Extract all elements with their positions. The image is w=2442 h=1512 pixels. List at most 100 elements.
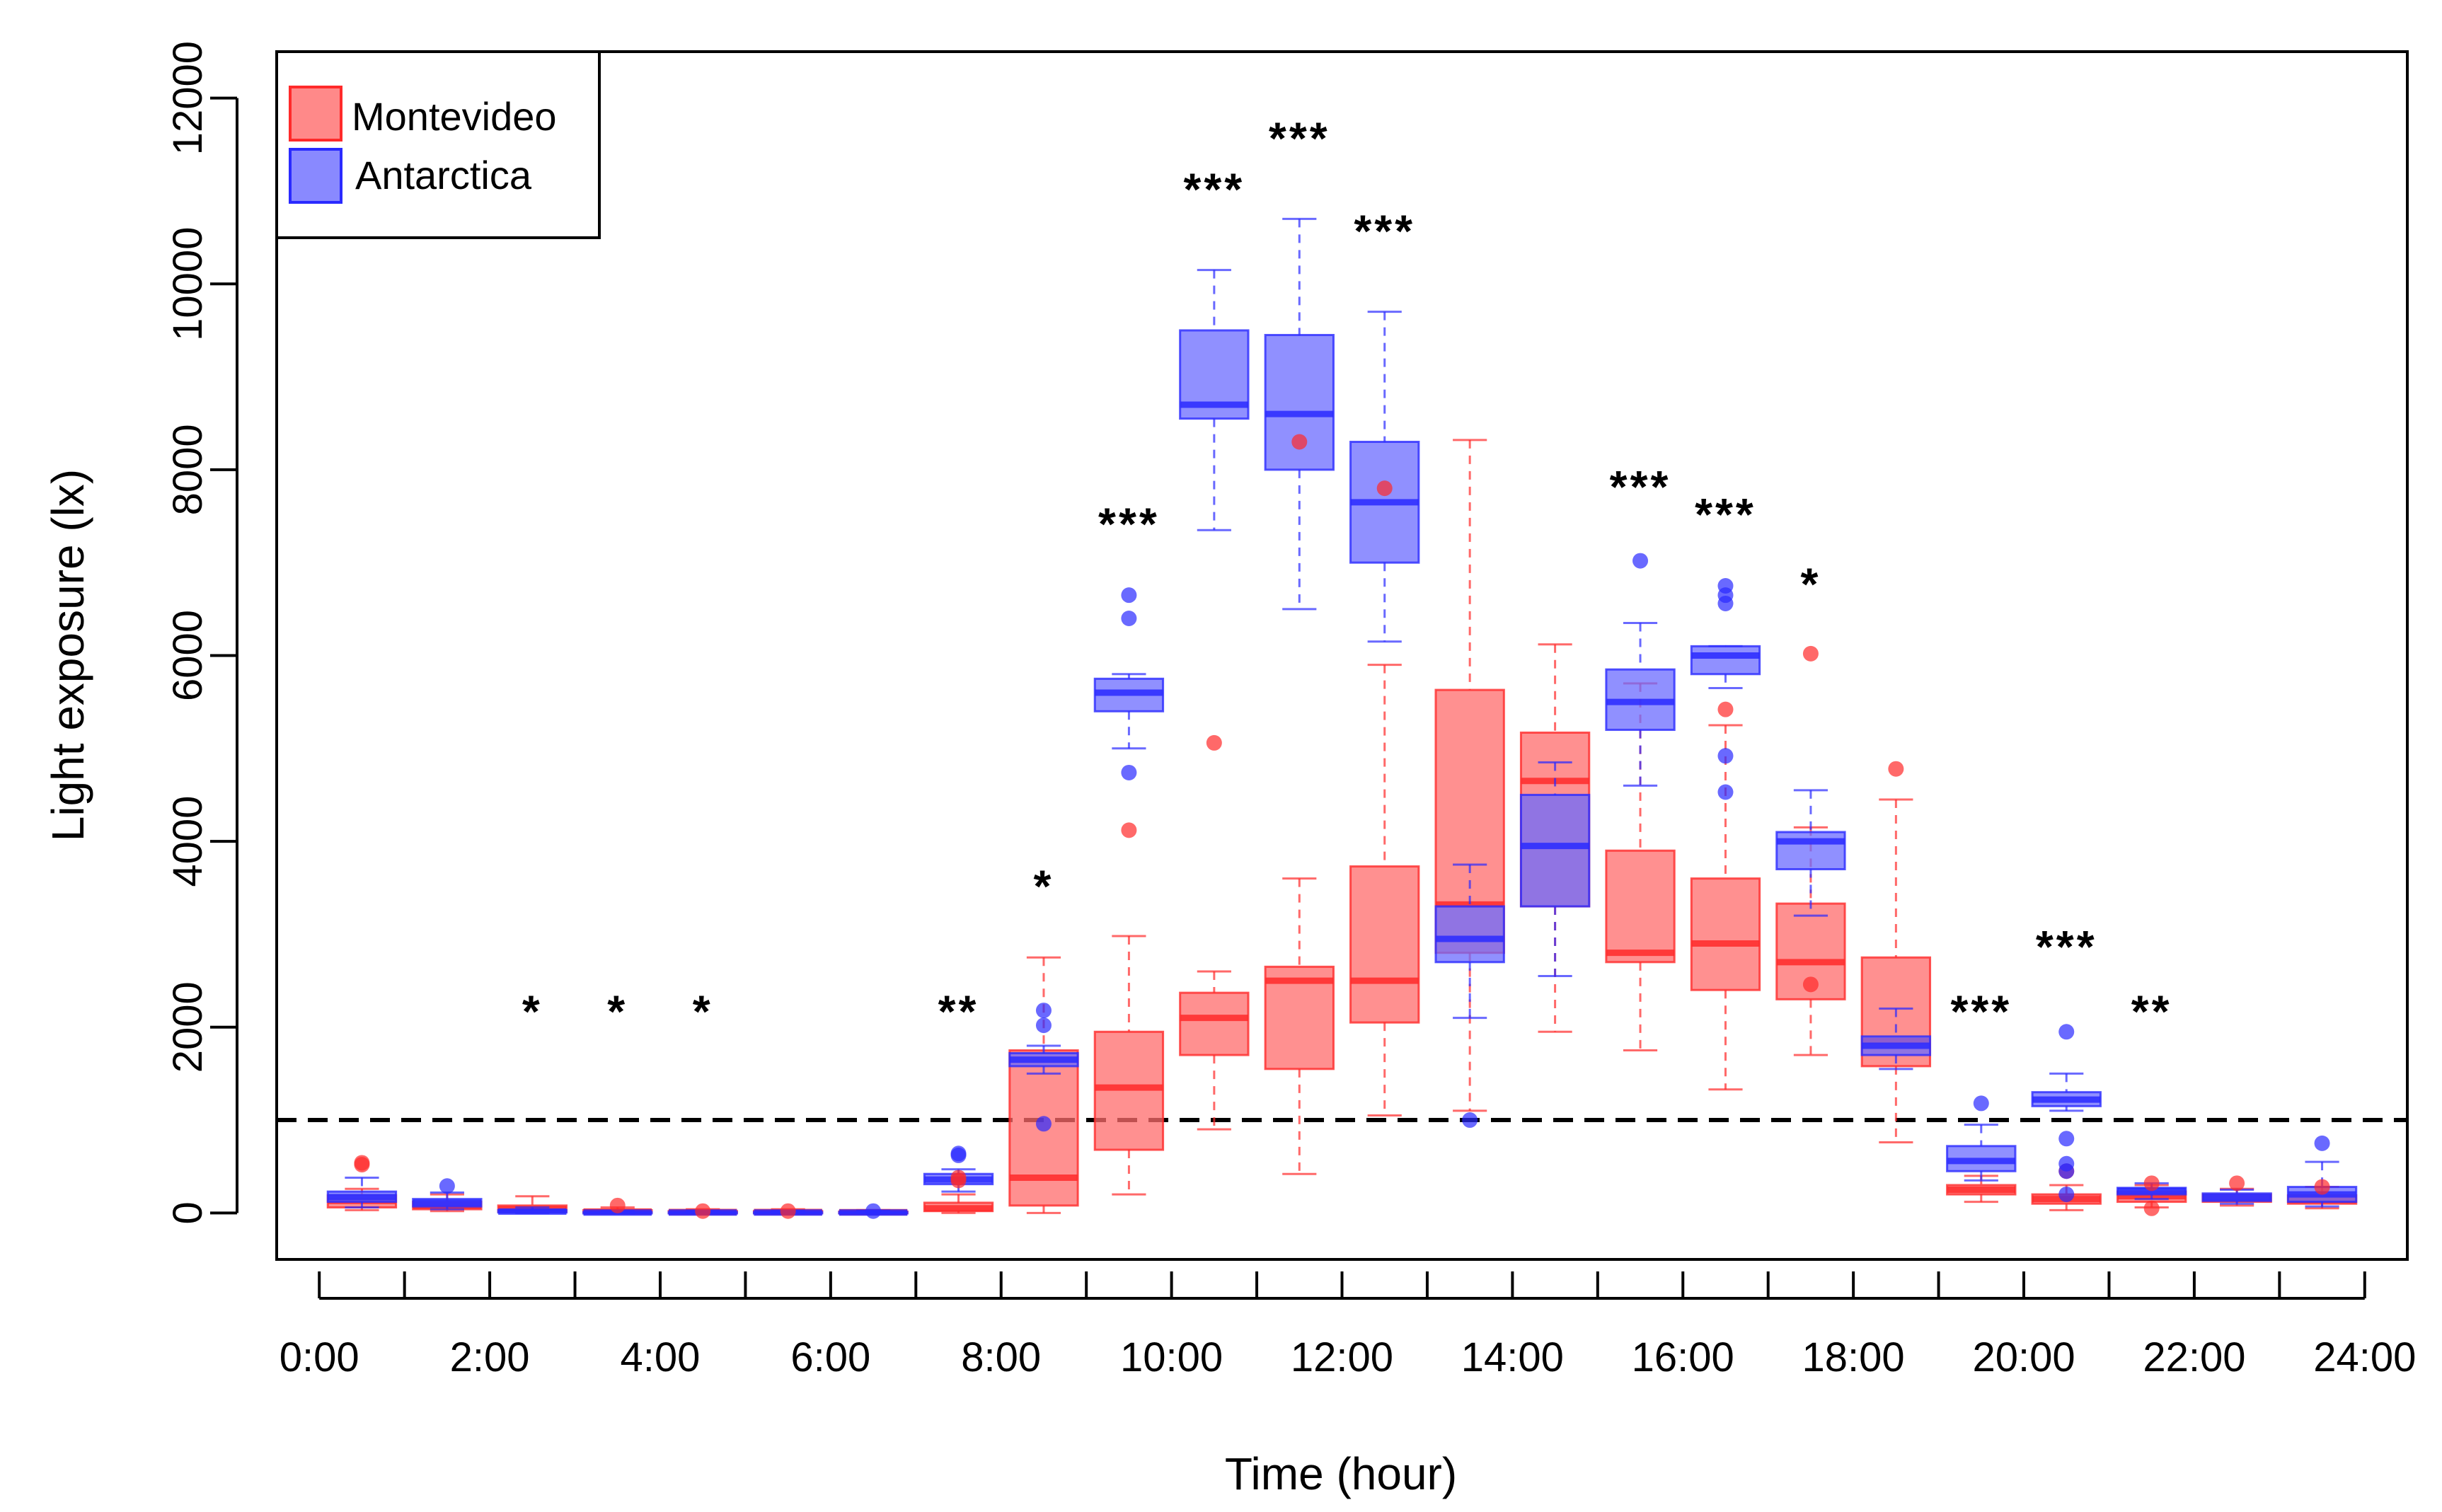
box-antarctica-11 [1264,217,1335,611]
x-tick-label-2: 2:00 [450,1334,530,1380]
legend-swatch-antarctica [289,148,342,204]
box-antarctica-1 [412,1191,483,1211]
legend-label-montevideo: Montevideo [352,94,557,139]
outlier-antarctica-15-0 [1632,553,1649,569]
x-tick-label-20: 20:00 [1972,1334,2075,1380]
outlier-antarctica-8-0 [1035,1017,1052,1034]
box-iqr-antarctica-17 [1775,831,1846,871]
box-montevideo-10 [1179,970,1250,1131]
box-iqr-montevideo-10 [1179,991,1250,1056]
box-antarctica-8 [1008,1044,1079,1075]
x-tick-label-24: 24:00 [2313,1334,2416,1380]
y-tick-label-0: 0 [165,1201,211,1224]
outlier-montevideo-21-0 [2143,1175,2160,1191]
outlier-montevideo-18-0 [1888,761,1904,777]
box-montevideo-11 [1264,877,1335,1175]
significance-marker-9: *** [1098,498,1160,549]
outlier-antarctica-20-4 [2058,1187,2075,1203]
box-iqr-montevideo-12 [1349,865,1420,1024]
box-antarctica-16 [1690,645,1761,689]
significance-marker-4: * [693,986,713,1037]
outlier-antarctica-16-2 [1717,595,1734,611]
outlier-montevideo-17-0 [1802,645,1819,662]
outlier-antarctica-20-1 [2058,1131,2075,1147]
significance-marker-20: *** [2036,921,2097,972]
x-tick-label-8: 8:00 [961,1334,1041,1380]
x-tick-label-16: 16:00 [1632,1334,1734,1380]
legend-swatch-montevideo [289,86,342,142]
outlier-antarctica-16-4 [1717,784,1734,800]
x-tick-label-22: 22:00 [2143,1334,2245,1380]
legend-frame [275,50,601,239]
y-tick-label-2000: 2000 [165,981,211,1073]
outlier-antarctica-6-0 [865,1203,882,1219]
y-tick-label-6000: 6000 [165,610,211,701]
significance-marker-11: *** [1269,112,1330,163]
box-iqr-antarctica-13 [1434,905,1505,964]
x-tick-label-6: 6:00 [790,1334,870,1380]
significance-marker-15: *** [1610,461,1671,512]
box-iqr-antarctica-16 [1690,645,1761,676]
outlier-montevideo-21-1 [2143,1200,2160,1216]
y-axis-title: Light exposure (lx) [42,469,93,841]
outlier-antarctica-1-0 [439,1178,455,1194]
outlier-antarctica-9-2 [1121,764,1137,780]
significance-marker-8: * [1034,860,1054,911]
significance-marker-17: * [1800,559,1821,610]
box-iqr-montevideo-16 [1690,877,1761,991]
x-tick-label-14: 14:00 [1461,1334,1564,1380]
box-antarctica-20 [2031,1072,2102,1112]
outlier-antarctica-8-2 [1035,1116,1052,1132]
outlier-montevideo-10-0 [1206,734,1222,751]
box-antarctica-13 [1434,863,1505,1020]
box-iqr-montevideo-15 [1605,849,1676,964]
significance-marker-2: * [522,986,543,1037]
legend: Montevideo Antarctica [275,50,601,239]
outlier-antarctica-19-0 [1973,1095,1989,1112]
x-axis-title: Time (hour) [1225,1448,1457,1499]
box-antarctica-10 [1179,269,1250,531]
box-montevideo-12 [1349,664,1420,1116]
significance-marker-12: *** [1354,206,1415,257]
outlier-montevideo-22-0 [2229,1175,2245,1191]
box-antarctica-12 [1349,311,1420,643]
outlier-antarctica-23-0 [2314,1135,2330,1151]
box-antarctica-9 [1093,673,1165,750]
outlier-antarctica-9-0 [1121,587,1137,604]
y-tick-label-12000: 12000 [165,41,211,155]
y-tick-label-8000: 8000 [165,424,211,515]
significance-marker-16: *** [1695,489,1756,540]
outlier-montevideo-9-0 [1121,822,1137,838]
box-iqr-montevideo-17 [1775,902,1846,1000]
outlier-antarctica-13-0 [1462,1112,1478,1129]
box-montevideo-7 [923,1193,994,1214]
x-tick-label-10: 10:00 [1120,1334,1223,1380]
x-tick-label-4: 4:00 [621,1334,701,1380]
outlier-montevideo-16-0 [1717,701,1734,717]
significance-marker-10: *** [1183,164,1245,215]
outlier-montevideo-0-1 [354,1155,370,1171]
significance-marker-7: ** [938,986,979,1037]
outlier-montevideo-12-0 [1376,480,1393,497]
box-iqr-antarctica-14 [1519,793,1591,908]
outlier-montevideo-5-0 [780,1203,796,1219]
box-antarctica-14 [1519,761,1591,978]
outlier-antarctica-20-3 [2058,1163,2075,1179]
box-antarctica-15 [1605,622,1676,787]
legend-label-antarctica: Antarctica [355,153,532,197]
outlier-antarctica-7-1 [950,1145,967,1162]
x-tick-label-12: 12:00 [1291,1334,1393,1380]
box-antarctica-19 [1946,1124,2017,1182]
box-iqr-montevideo-9 [1093,1030,1165,1151]
significance-marker-21: ** [2131,986,2172,1037]
outlier-antarctica-8-1 [1035,1003,1052,1019]
significance-marker-19: *** [1950,986,2012,1037]
box-montevideo-9 [1093,935,1165,1196]
box-antarctica-0 [326,1176,398,1208]
outlier-antarctica-20-0 [2058,1024,2075,1040]
x-tick-label-0: 0:00 [280,1334,359,1380]
plot-frame [275,50,2409,1261]
outlier-antarctica-16-3 [1717,748,1734,764]
x-tick-label-18: 18:00 [1802,1334,1905,1380]
